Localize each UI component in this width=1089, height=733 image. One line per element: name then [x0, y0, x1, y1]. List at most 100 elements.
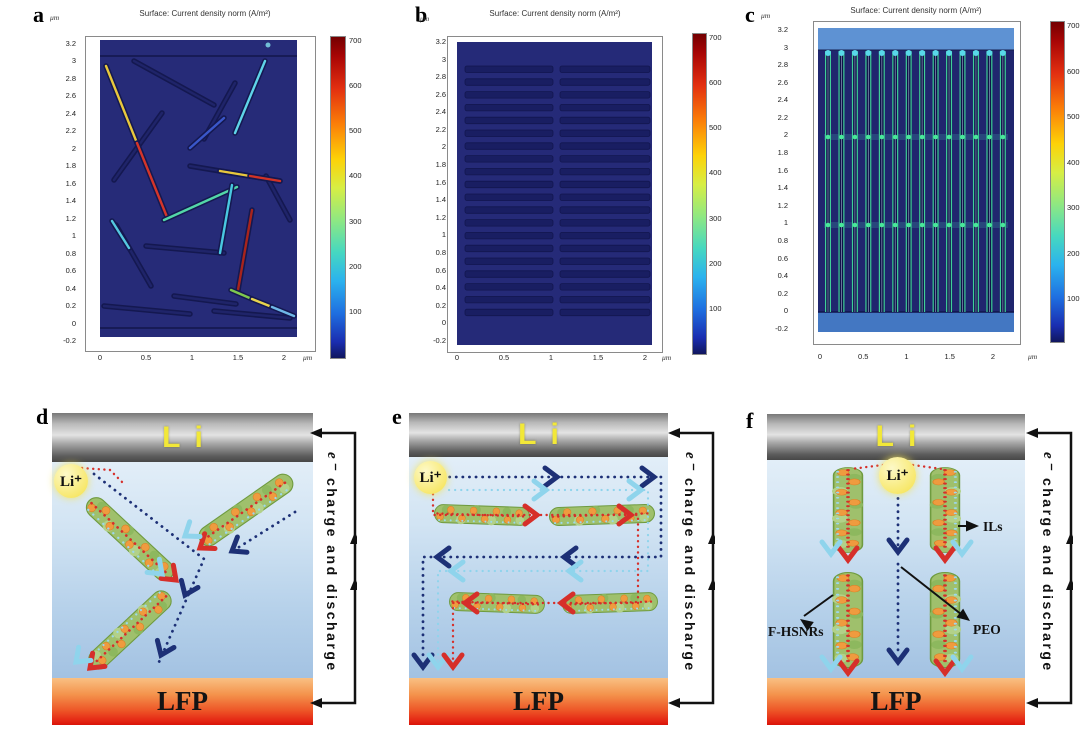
rod-top-blob — [972, 50, 979, 56]
tick-label: 1 — [189, 353, 195, 362]
tick-label: 2.6 — [435, 89, 446, 99]
li-ion-badge: Li⁺ — [879, 457, 916, 494]
tick-label: 0.6 — [777, 253, 788, 263]
slat-group — [464, 65, 651, 317]
tick-label: 1.2 — [777, 200, 788, 210]
nanorod-core — [110, 219, 131, 250]
tick-label: 1.8 — [777, 148, 788, 158]
cyan-arrowhead — [451, 562, 463, 580]
tick-label: 0.8 — [777, 235, 788, 245]
y-axis-ticks: 3.2 3 2.8 2.6 2.4 2.2 2 1.8 1.6 1.4 1.2 1 0.8 0.6 0.4 0… — [410, 37, 446, 345]
electrolyte-region: ILs PEO F-HSNRs — [767, 460, 1025, 678]
slat — [464, 142, 554, 150]
panel-a: a Surface: Current density norm (A/m²) μ… — [0, 0, 390, 395]
junction-dot — [852, 134, 858, 140]
junction-dot — [973, 134, 979, 140]
up-arrowhead — [350, 578, 357, 590]
li-electrode-label: Li — [518, 418, 573, 451]
li-ion-path-red — [431, 481, 640, 663]
slat — [559, 168, 651, 176]
up-arrowhead — [350, 532, 357, 544]
slat — [559, 219, 651, 227]
cyan-arrowhead — [822, 542, 840, 554]
nanorod-core — [144, 244, 226, 255]
left-arrowhead — [310, 428, 322, 438]
tick-label: 0 — [817, 352, 823, 361]
panel-b-title: Surface: Current density norm (A/m²) — [489, 9, 621, 18]
cyan-arrowhead — [953, 542, 971, 554]
nanorod-core — [172, 294, 238, 306]
li-ion-path-red — [849, 463, 885, 471]
slat — [464, 104, 554, 112]
ils-arrowhead — [966, 520, 979, 532]
slat — [559, 231, 651, 240]
panel-b: b Surface: Current density norm (A/m²) μ… — [390, 0, 730, 395]
tick-label: 2.4 — [777, 95, 788, 105]
cyan-arrowhead — [180, 522, 200, 544]
y-axis-unit: μm — [761, 11, 771, 20]
tick-label: 1.2 — [65, 213, 76, 223]
slat — [464, 308, 554, 317]
li-electrode-label: Li — [162, 420, 217, 454]
hot-spot — [265, 42, 271, 48]
slat — [464, 295, 554, 304]
tick-label: 1.4 — [777, 183, 788, 193]
li-ion-path-navy — [92, 472, 206, 664]
junction-dot — [852, 222, 858, 228]
slat — [559, 206, 651, 214]
tick-label: 0.8 — [65, 248, 76, 258]
rod-top-blob — [946, 50, 953, 56]
up-arrowhead — [1066, 578, 1073, 590]
slat — [559, 91, 651, 99]
li-ion-path-navy — [226, 510, 297, 556]
tick-label: 1 — [548, 353, 554, 362]
cyan-arrowhead — [70, 647, 91, 668]
li-electrode: Li — [409, 413, 668, 457]
tick-label: 1.5 — [232, 353, 244, 362]
cyan-arrowhead — [822, 657, 840, 669]
x-axis-ticks: 0 0.5 1 1.5 2 — [445, 353, 657, 362]
tick-label: 2 — [990, 352, 996, 361]
slat — [559, 104, 651, 112]
junction-dot — [946, 134, 952, 140]
tick-label: 2.8 — [435, 72, 446, 82]
junction-dot — [933, 222, 938, 228]
slat — [559, 142, 651, 150]
tick-label: 400 — [709, 168, 722, 178]
lfp-electrode-label: LFP — [870, 686, 922, 716]
tick-label: 500 — [349, 126, 362, 136]
tick-label: 500 — [709, 123, 722, 133]
vertical-rod-group — [824, 50, 1008, 312]
nanorod-core — [162, 185, 239, 222]
electron-symbol: e⁻ — [1040, 452, 1056, 472]
tick-label: -0.2 — [63, 335, 76, 345]
navy-arrowhead — [545, 468, 557, 486]
li-electrode-label: Li — [875, 420, 931, 453]
charge-discharge-label: e⁻ charge and discharge — [1039, 452, 1057, 673]
tick-label: 1.8 — [435, 160, 446, 170]
junction-dot — [825, 134, 831, 140]
panel-e-schematic — [409, 457, 663, 678]
cell-schematic: Li — [767, 414, 1025, 725]
panel-b-plot — [457, 42, 652, 345]
tick-label: 0.5 — [140, 353, 152, 362]
tick-label: 2 — [783, 130, 788, 140]
tick-label: 1 — [904, 352, 909, 361]
tick-label: 2 — [642, 353, 648, 362]
tick-label: 100 — [709, 303, 722, 313]
tick-label: 1 — [783, 218, 788, 228]
nanorod — [82, 584, 177, 675]
y-axis-unit: μm — [50, 13, 60, 22]
junction-dot — [879, 222, 885, 228]
panel-d-label: d — [36, 404, 49, 429]
left-arrowhead — [1026, 698, 1038, 708]
slat — [464, 78, 554, 86]
panel-c-title: Surface: Current density norm (A/m²) — [850, 6, 982, 15]
nanorod-core — [188, 116, 226, 150]
tick-label: 2.6 — [777, 77, 788, 87]
li-ion-path-cyan — [436, 488, 650, 663]
slat — [559, 129, 651, 137]
x-axis-ticks: 0 0.5 1 1.5 2 — [808, 352, 1005, 361]
tick-label: -0.2 — [433, 335, 446, 345]
